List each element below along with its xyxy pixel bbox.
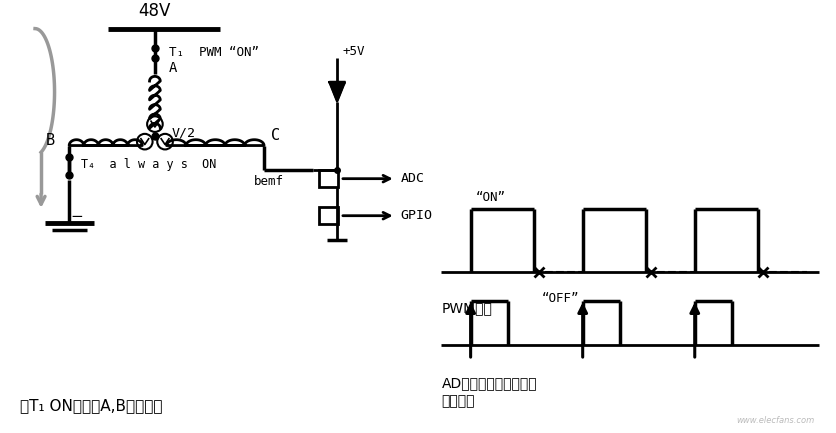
- Text: −: −: [70, 209, 84, 224]
- Text: PWM信号: PWM信号: [441, 301, 492, 316]
- Text: +5V: +5V: [342, 45, 364, 58]
- Text: C: C: [271, 128, 280, 143]
- Text: 在T₁ ON时流过A,B相的电流: 在T₁ ON时流过A,B相的电流: [20, 398, 163, 413]
- Text: T₁  PWM “ON”: T₁ PWM “ON”: [168, 46, 258, 59]
- Text: T₄  a l w a y s  ON: T₄ a l w a y s ON: [81, 158, 216, 171]
- Text: B: B: [45, 133, 54, 148]
- Text: ADC: ADC: [400, 172, 424, 185]
- Text: “ON”: “ON”: [475, 191, 505, 204]
- Text: “OFF”: “OFF”: [541, 292, 579, 305]
- Text: A: A: [168, 61, 176, 74]
- Text: 48V: 48V: [139, 2, 171, 20]
- Text: www.elecfans.com: www.elecfans.com: [736, 416, 813, 425]
- Text: AD转换在上升沿被触发: AD转换在上升沿被触发: [441, 376, 537, 391]
- Text: GPIO: GPIO: [400, 209, 432, 222]
- Bar: [319, 170, 338, 187]
- Text: bemf: bemf: [254, 175, 284, 188]
- Bar: [319, 207, 338, 224]
- Polygon shape: [329, 82, 344, 102]
- Text: V/2: V/2: [171, 126, 196, 139]
- Text: 触发信号: 触发信号: [441, 394, 474, 408]
